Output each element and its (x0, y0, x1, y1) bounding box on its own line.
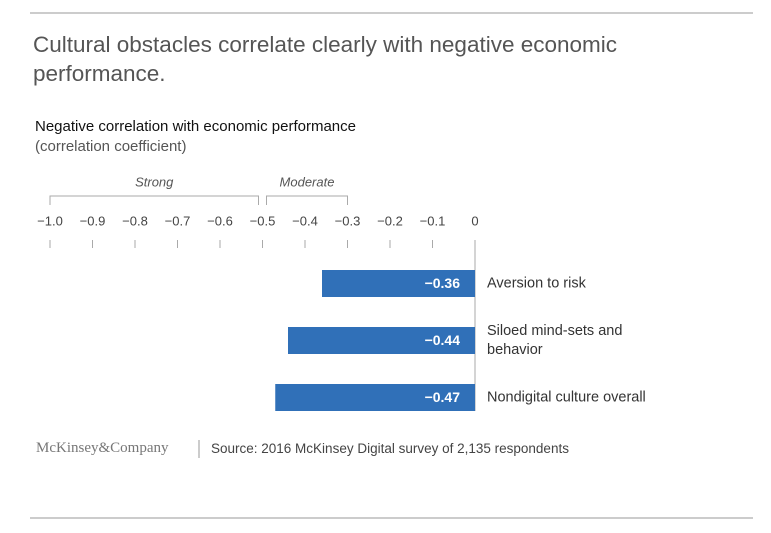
x-tick-label: −1.0 (37, 213, 63, 228)
x-tick-label: −0.4 (292, 213, 318, 228)
x-tick-label: −0.6 (207, 213, 233, 228)
bar (275, 384, 475, 411)
bracket-label: Moderate (280, 174, 335, 189)
bar (288, 327, 475, 354)
x-tick-label: −0.7 (165, 213, 191, 228)
x-tick-label: −0.8 (122, 213, 148, 228)
axis-label: (correlation coefficient) (35, 138, 187, 155)
x-tick-label: −0.5 (250, 213, 276, 228)
x-tick-label: −0.9 (80, 213, 106, 228)
category-label: Aversion to risk (487, 275, 586, 291)
logo: McKinsey&Company (36, 440, 169, 456)
x-tick-label: −0.1 (420, 213, 446, 228)
value-label: −0.44 (425, 332, 461, 348)
x-tick-label: 0 (471, 213, 478, 228)
bracket-label: Strong (135, 174, 174, 189)
source: Source: 2016 McKinsey Digital survey of … (211, 441, 569, 456)
category-label: Siloed mind-sets and behavior (487, 322, 623, 358)
chart-title: Cultural obstacles correlate clearly wit… (33, 32, 618, 86)
x-tick-label: −0.3 (335, 213, 361, 228)
category-label: Nondigital culture overall (487, 389, 646, 405)
bracket (266, 195, 348, 205)
value-label: −0.36 (425, 275, 461, 291)
chart-subtitle: Negative correlation with economic perfo… (35, 118, 356, 135)
x-tick-label: −0.2 (377, 213, 403, 228)
bracket (49, 195, 259, 205)
value-label: −0.47 (425, 389, 461, 405)
bar (322, 270, 475, 297)
